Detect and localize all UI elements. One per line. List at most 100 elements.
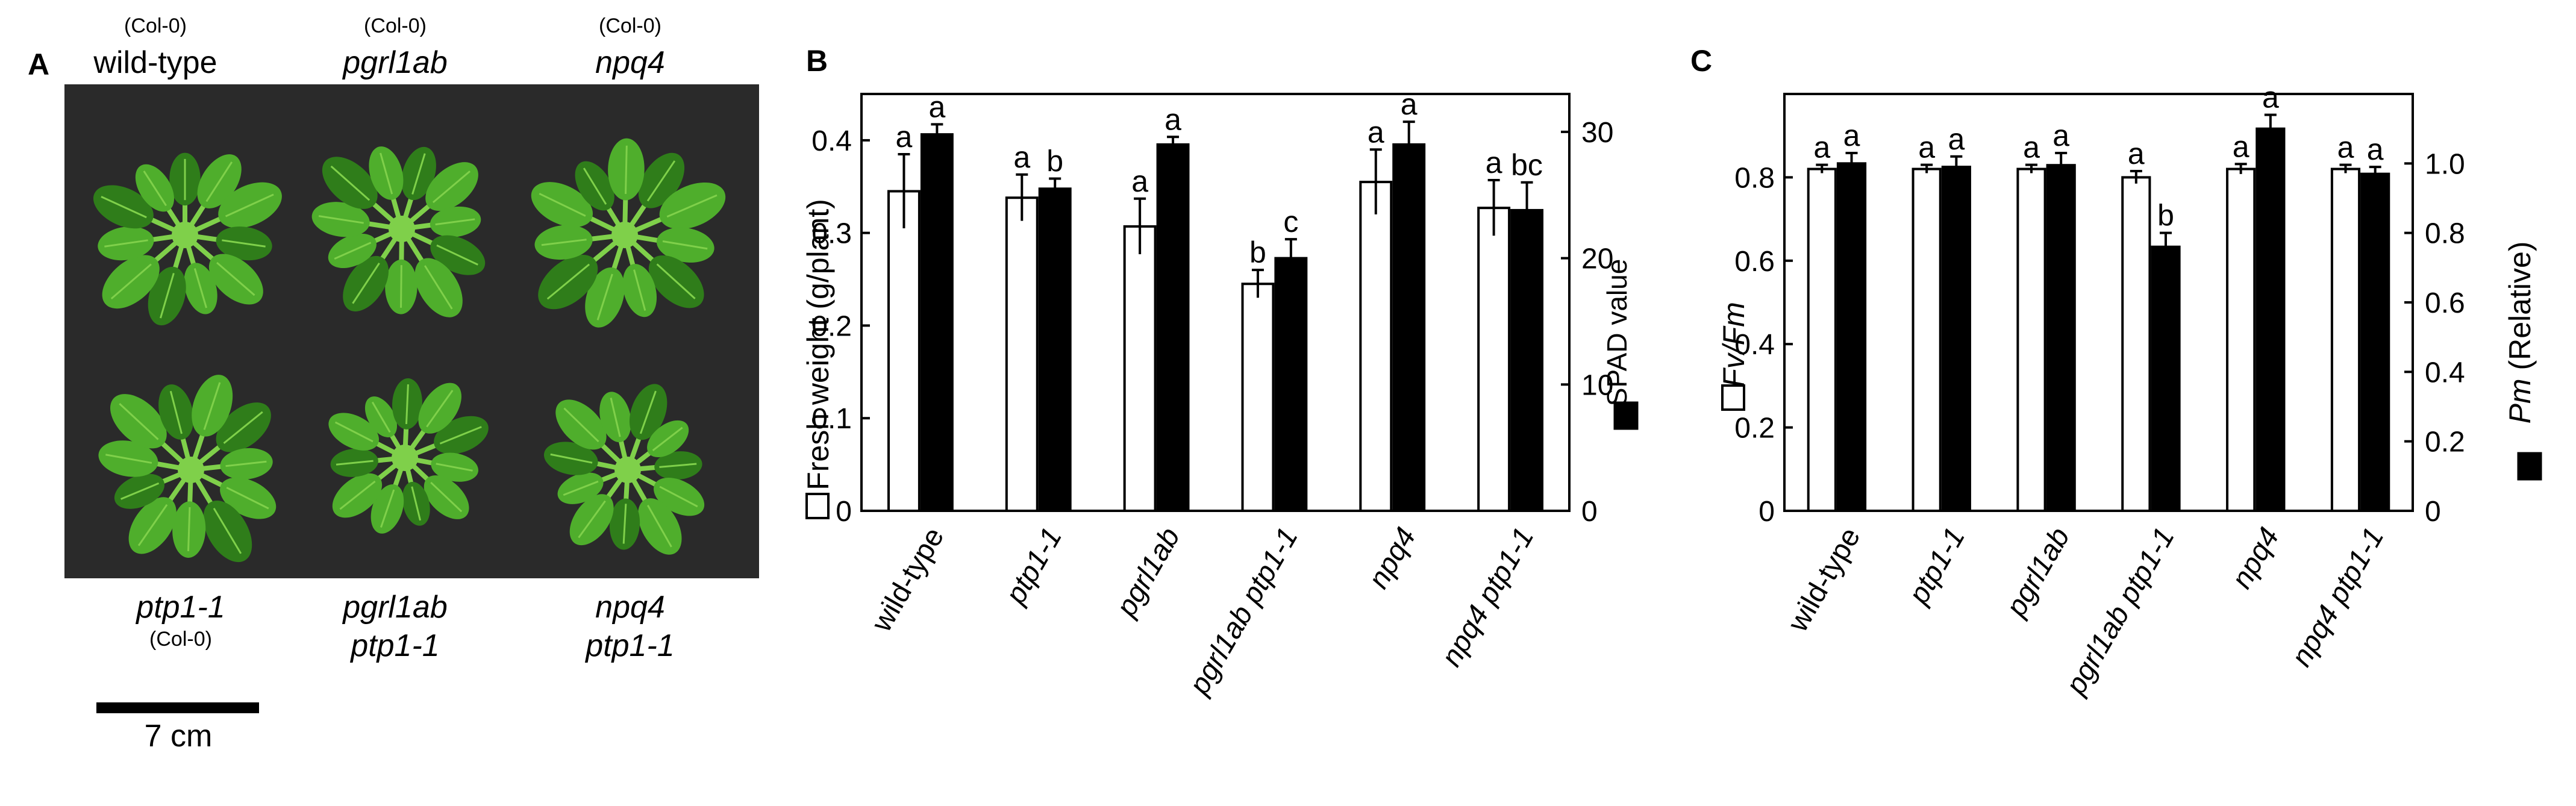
bar	[1241, 283, 1275, 512]
genotype-label: npq4	[595, 590, 665, 625]
ecotype-label: (Col-0)	[599, 14, 661, 37]
significance-letter: a	[928, 90, 945, 123]
plant-rosette	[531, 138, 726, 328]
genotype-label: npq4	[595, 45, 665, 80]
x-tick-label: pgrl1ab	[1110, 522, 1186, 623]
plant-rosette	[543, 384, 705, 555]
significance-letter: b	[1249, 236, 1266, 269]
plant-rosette	[93, 152, 282, 326]
bar	[2151, 245, 2181, 512]
y2-tick-label: 0.2	[2425, 426, 2465, 458]
significance-letter: a	[2052, 119, 2069, 152]
significance-letter: a	[2023, 131, 2040, 164]
legend-filled-square	[2517, 452, 2542, 481]
significance-letter: a	[896, 120, 913, 154]
bar	[2360, 172, 2390, 512]
y-tick-label: 0	[1758, 496, 1775, 528]
bar	[1912, 167, 1942, 512]
bar	[1359, 181, 1393, 513]
significance-letter: a	[1948, 122, 1965, 156]
significance-letter: a	[1486, 146, 1502, 180]
y-tick-label: 0.8	[1734, 162, 1775, 194]
plant-rosette	[328, 378, 489, 534]
x-tick-label: pgrl1ab ptp1-1	[1183, 522, 1304, 701]
bar	[1005, 196, 1039, 512]
ecotype-label: (Col-0)	[124, 14, 187, 37]
plot-frame	[1783, 93, 2414, 512]
significance-letter: a	[2367, 133, 2384, 166]
bar	[2016, 167, 2046, 512]
x-tick-label: ptp1-1	[1902, 522, 1971, 610]
significance-letter: a	[2337, 131, 2354, 164]
significance-letter: a	[2128, 137, 2145, 170]
plant-rosette	[311, 146, 486, 317]
bar	[1392, 143, 1426, 512]
x-tick-label: npq4	[2225, 522, 2285, 594]
bar	[2046, 164, 2076, 512]
y2-tick-label: 0.6	[2425, 287, 2465, 319]
y-tick-label: 0.4	[1734, 329, 1775, 361]
significance-letter: a	[1131, 164, 1148, 198]
y2-tick-label: 0.8	[2425, 218, 2465, 250]
y2-tick-label: 10	[1581, 369, 1613, 401]
y2-tick-label: 0.4	[2425, 357, 2465, 389]
x-tick-label: pgrl1ab ptp1-1	[2059, 522, 2181, 701]
bar	[1836, 162, 1867, 513]
significance-letter: a	[2262, 81, 2279, 114]
bar	[887, 190, 921, 512]
x-tick-label: wild-type	[865, 522, 950, 637]
y-tick-label: 0.1	[811, 403, 852, 435]
plant-rosette	[98, 375, 277, 563]
y-axis-label: Fv/Fm	[1717, 302, 1751, 387]
bar	[1123, 225, 1157, 512]
bar	[1477, 207, 1511, 512]
significance-letter: b	[2157, 199, 2174, 233]
panel-a-letter: A	[28, 48, 50, 81]
significance-letter: a	[1401, 87, 1418, 121]
bar	[2330, 167, 2361, 512]
bar	[1156, 143, 1190, 512]
ecotype-label: (Col-0)	[364, 14, 427, 37]
y-tick-label: 0.2	[811, 310, 852, 342]
plot-frame	[860, 93, 1571, 512]
rosette-image	[93, 138, 726, 563]
y-tick-label: 0.3	[811, 218, 852, 250]
significance-letter: a	[1368, 115, 1384, 149]
legend-filled-square	[1613, 401, 1639, 430]
bar	[2256, 127, 2286, 512]
significance-letter: a	[1843, 119, 1860, 152]
y-tick-label: 0	[836, 496, 852, 528]
legend-open-square	[805, 493, 830, 519]
x-tick-label: npq4	[1362, 522, 1422, 594]
genotype-label: wild-type	[93, 45, 217, 80]
y-axis-label: Fresh weight (g/plant)	[801, 199, 835, 490]
y-tick-label: 0.6	[1734, 246, 1775, 278]
y-tick-label: 0.2	[1734, 413, 1775, 445]
bar	[1510, 208, 1543, 512]
x-tick-label: wild-type	[1781, 522, 1866, 637]
bar	[920, 133, 954, 512]
x-tick-label: npq4 ptp1-1	[2286, 522, 2390, 672]
scale-bar	[96, 702, 259, 713]
significance-letter: b	[1046, 144, 1063, 178]
significance-letter: a	[1918, 131, 1935, 164]
y2-tick-label: 0	[1581, 496, 1598, 528]
plant-photo	[64, 84, 759, 578]
bar	[2121, 176, 2151, 512]
significance-letter: bc	[1511, 148, 1543, 182]
y2-tick-label: 20	[1581, 243, 1613, 275]
genotype-label: ptp1-1	[136, 590, 225, 625]
x-tick-label: ptp1-1	[999, 522, 1068, 610]
chart-panel-c: C 0 0.2 0.4 0.6 0.8 0 0.2 0.4 0.6 0.8 1.0 Fv/Fm Pm (R…	[1690, 44, 2542, 701]
significance-letter: a	[1165, 102, 1181, 136]
legend-open-square	[1721, 384, 1745, 411]
panel-letter: B	[806, 44, 828, 78]
genotype-label: pgrl1ab	[343, 590, 448, 625]
genotype-label: ptp1-1	[351, 628, 440, 663]
y2-tick-label: 30	[1581, 117, 1613, 149]
significance-letter: a	[2233, 130, 2249, 163]
x-tick-label: npq4 ptp1-1	[1436, 522, 1540, 672]
bar	[2226, 167, 2256, 512]
y2-axis-label: SPAD value	[1601, 259, 1633, 407]
